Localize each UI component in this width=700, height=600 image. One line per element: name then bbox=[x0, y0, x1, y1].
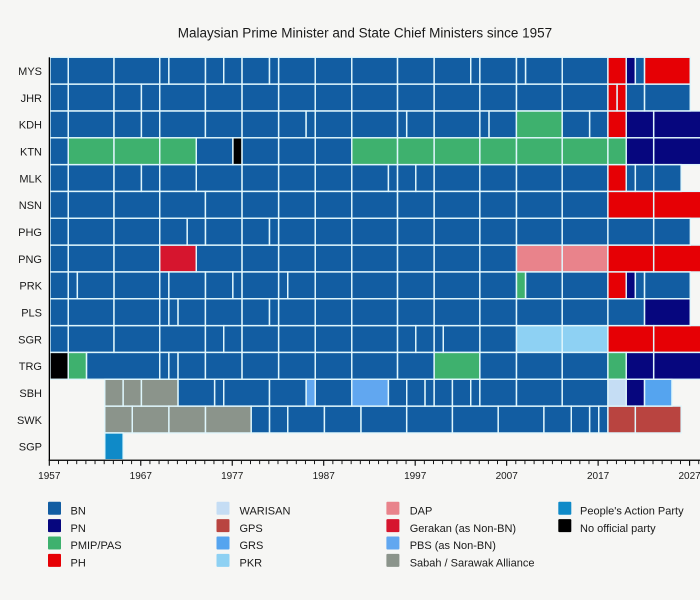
svg-text:1987: 1987 bbox=[313, 471, 336, 482]
svg-text:PHG: PHG bbox=[18, 227, 42, 239]
svg-text:PBS (as Non-BN): PBS (as Non-BN) bbox=[410, 540, 496, 552]
svg-text:2007: 2007 bbox=[496, 471, 519, 482]
svg-text:Malaysian Prime Minister and S: Malaysian Prime Minister and State Chief… bbox=[178, 26, 552, 41]
svg-text:NSN: NSN bbox=[19, 200, 42, 212]
svg-text:KDH: KDH bbox=[19, 120, 42, 132]
svg-text:No official party: No official party bbox=[580, 523, 656, 535]
svg-text:MYS: MYS bbox=[18, 66, 42, 78]
svg-text:SGP: SGP bbox=[19, 442, 42, 454]
svg-text:SGR: SGR bbox=[18, 334, 42, 346]
svg-text:2017: 2017 bbox=[587, 471, 610, 482]
svg-text:1997: 1997 bbox=[404, 471, 427, 482]
svg-text:SWK: SWK bbox=[17, 415, 43, 427]
svg-text:GRS: GRS bbox=[240, 540, 264, 552]
svg-text:MLK: MLK bbox=[19, 173, 42, 185]
svg-text:1957: 1957 bbox=[38, 471, 61, 482]
svg-text:PH: PH bbox=[71, 558, 86, 570]
svg-text:PNG: PNG bbox=[18, 254, 42, 266]
svg-text:1967: 1967 bbox=[130, 471, 153, 482]
svg-text:PMIP/PAS: PMIP/PAS bbox=[71, 540, 122, 552]
svg-text:People's Action Party: People's Action Party bbox=[580, 506, 684, 518]
svg-text:2027: 2027 bbox=[678, 471, 700, 482]
svg-text:SBH: SBH bbox=[19, 388, 42, 400]
svg-text:KTN: KTN bbox=[20, 147, 42, 159]
svg-text:PLS: PLS bbox=[21, 308, 42, 320]
svg-text:Gerakan (as Non-BN): Gerakan (as Non-BN) bbox=[410, 523, 516, 535]
svg-text:PRK: PRK bbox=[19, 281, 42, 293]
svg-text:GPS: GPS bbox=[240, 523, 263, 535]
svg-text:PKR: PKR bbox=[240, 558, 263, 570]
svg-text:PN: PN bbox=[71, 523, 86, 535]
svg-text:TRG: TRG bbox=[19, 361, 42, 373]
svg-text:DAP: DAP bbox=[410, 506, 433, 518]
svg-text:Sabah / Sarawak Alliance: Sabah / Sarawak Alliance bbox=[410, 558, 535, 570]
svg-text:WARISAN: WARISAN bbox=[240, 506, 291, 518]
svg-text:JHR: JHR bbox=[21, 93, 42, 105]
svg-text:1977: 1977 bbox=[221, 471, 244, 482]
svg-text:BN: BN bbox=[71, 506, 86, 518]
